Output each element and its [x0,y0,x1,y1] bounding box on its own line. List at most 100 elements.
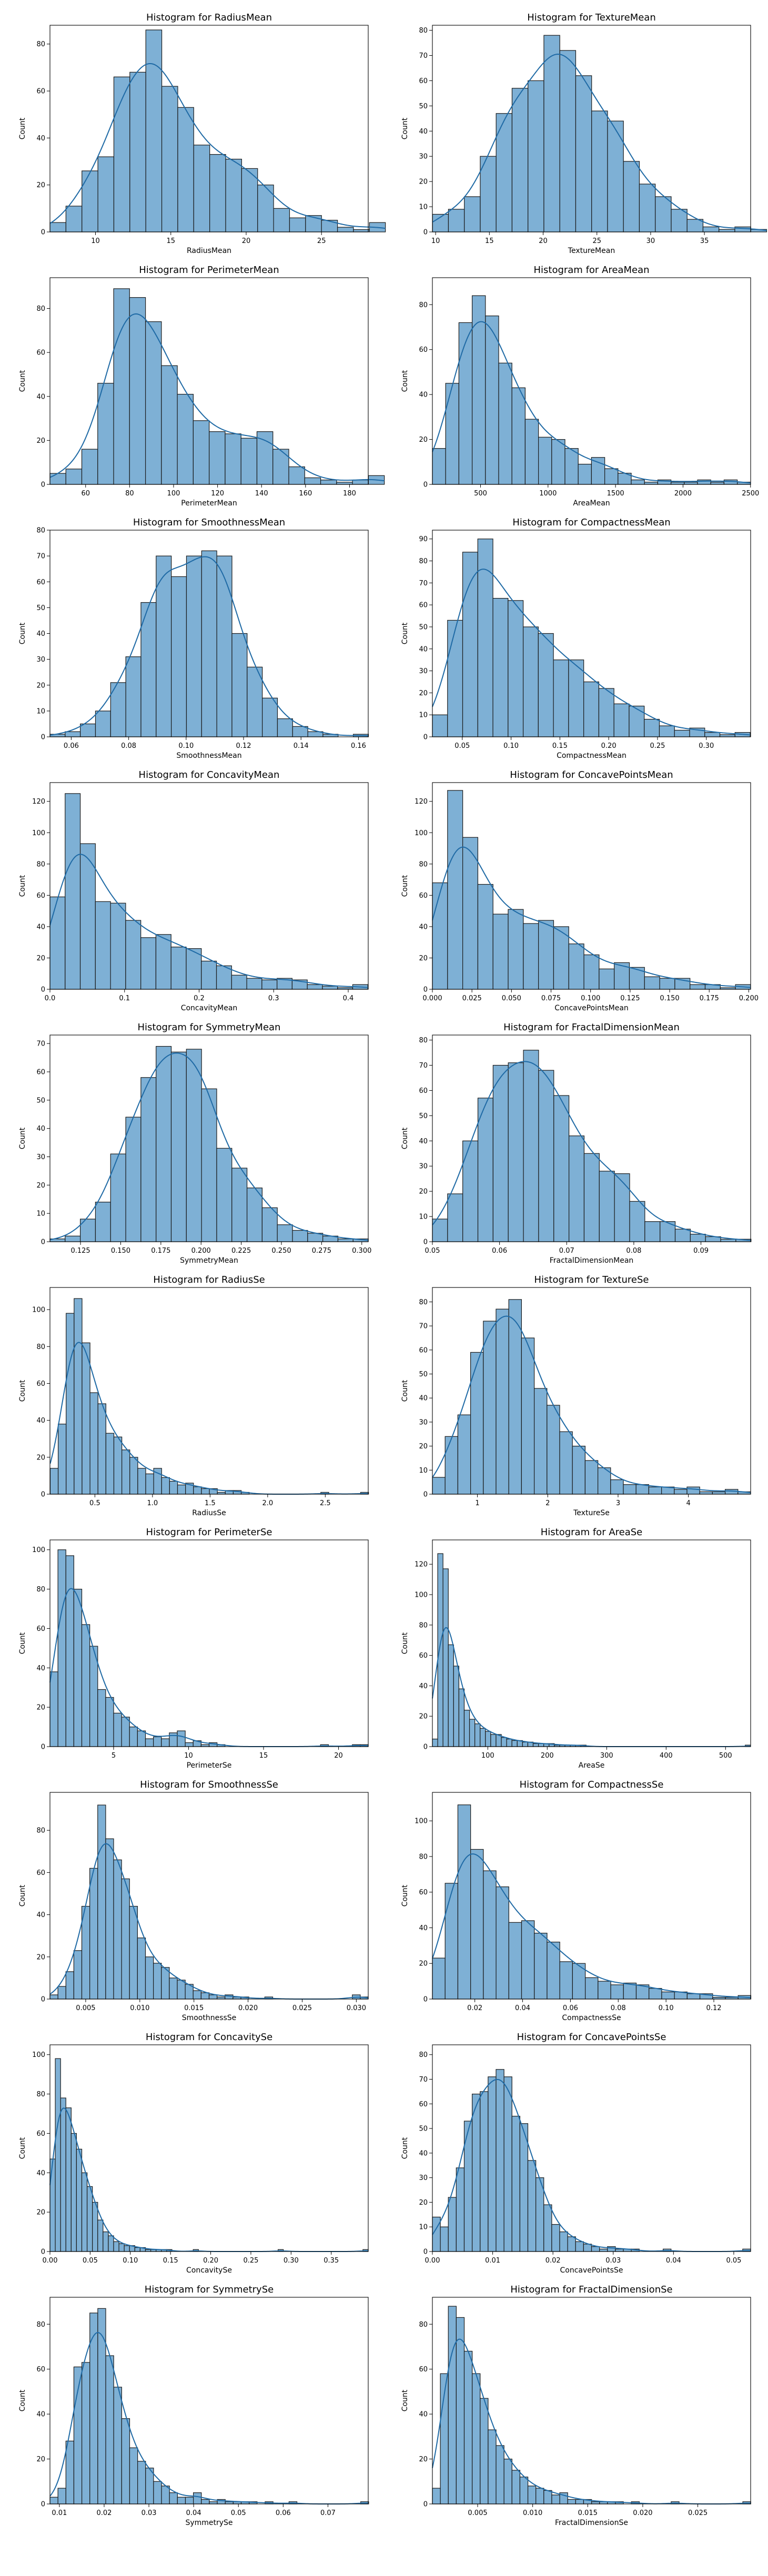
y-axis-label: Count [18,622,27,644]
plot-frame [49,1287,369,1495]
histogram-bar [559,1431,573,1495]
y-tick-label: 40 [36,393,45,401]
histogram-bar [522,1741,529,1747]
chart-title: Histogram for ConcavePointsMean [510,769,673,780]
x-tick-label: 5 [112,1752,116,1760]
histogram-bar [538,437,552,485]
histogram-bar [610,1479,624,1495]
histogram-bar [337,227,354,232]
x-tick-label: 0.10 [123,2257,138,2265]
x-tick-label: 0.30 [699,742,714,750]
chart-panel-4: 500 1000 1500 2000 2500 0 20 40 60 80 Histogram fo… [401,265,759,508]
histogram-bar [547,1405,560,1495]
y-axis-label: Count [401,1127,409,1149]
y-tick-label: 80 [36,1343,45,1351]
x-tick-label: 0.02 [545,2257,561,2265]
x-tick-label: 500 [474,490,487,498]
histogram-bar [261,979,278,990]
chart-title: Histogram for RadiusMean [146,12,272,23]
histogram-bar [353,229,370,232]
chart-title: Histogram for AreaSe [541,1527,643,1538]
histogram-bar [458,322,473,485]
histogram-bar [477,539,493,737]
x-tick-label: 0.25 [650,742,665,750]
y-tick-label: 40 [36,1665,45,1672]
histogram-bar [511,2116,520,2252]
chart-panel-5: 0.06 0.08 0.10 0.12 0.14 0.16 0 10 20 30 40 50 60 70 8… [18,517,369,760]
y-tick-label: 20 [36,1953,45,1961]
histogram-bar [690,1234,706,1242]
histogram-bar [124,2245,130,2252]
y-tick-label: 60 [36,2130,45,2138]
histogram-bar [186,948,202,990]
histogram-bar [575,75,592,232]
histogram-bar [57,1424,67,1495]
plot-frame [49,1539,369,1747]
x-axis-label: SymmetryMean [180,1256,238,1265]
y-tick-label: 90 [419,535,428,543]
y-tick-label: 20 [419,1713,428,1721]
histogram-bar [305,215,322,232]
x-tick-label: 0.01 [485,2257,500,2265]
y-tick-label: 80 [419,1299,428,1306]
y-axis-label: Count [401,2137,409,2159]
histogram-bar [559,50,577,232]
histogram-bar [97,156,115,232]
histogram-bar [105,1697,114,1747]
histogram-bar [523,1050,539,1242]
chart-title: Histogram for ConcavitySe [146,2032,272,2043]
chart-title: Histogram for FractalDimensionMean [503,1022,680,1033]
histogram-bar [65,731,81,737]
x-tick-label: 0.06 [492,1247,507,1255]
histogram-bar [699,1491,713,1495]
histogram-bar [448,1644,454,1747]
histogram-bar [231,633,248,737]
histogram-bar [246,978,262,990]
histogram-bar [171,576,187,737]
chart-panel-8: 0.000 0.025 0.050 0.075 0.100 0.125 0.150 0.175… [401,769,759,1012]
histogram-bar [97,1804,106,2000]
histogram-bar [432,2488,441,2504]
y-tick-label: 40 [419,1682,428,1690]
y-tick-label: 40 [419,2149,428,2157]
histogram-bar [671,482,685,485]
plot-frame [432,782,751,990]
y-tick-label: 80 [36,1827,45,1835]
x-tick-label: 0.02 [467,2004,482,2012]
histogram-bar [66,1313,75,1495]
histogram-bar [503,2076,512,2252]
histogram-bar [524,419,539,485]
histogram-bar [447,790,463,990]
y-tick-label: 0 [41,2248,45,2256]
x-axis-label: ConcavePointsSe [560,2266,623,2275]
x-tick-label: 15 [166,237,175,245]
histogram-bar [225,158,242,232]
histogram-bar [553,926,569,990]
histogram-bar [65,1555,74,1747]
y-axis-label: Count [18,370,27,392]
histogram-bar [432,1477,446,1495]
y-tick-label: 20 [419,2456,428,2463]
histogram-bar [169,1732,178,1747]
histogram-bar [492,914,509,990]
histogram-bar [472,295,486,485]
histogram-bar [506,1738,512,1747]
histogram-bar [129,1457,138,1495]
x-tick-label: 300 [600,1752,613,1760]
y-tick-label: 0 [41,1743,45,1751]
histogram-bar [216,1148,233,1242]
y-tick-label: 60 [419,346,428,354]
y-tick-label: 10 [36,1210,45,1218]
y-tick-label: 60 [36,349,45,357]
x-tick-label: 2.5 [320,1499,331,1507]
x-axis-label: CompactnessMean [557,752,626,760]
y-tick-label: 10 [419,204,428,211]
x-tick-label: 100 [481,1752,494,1760]
x-tick-label: 0.05 [83,2257,98,2265]
y-tick-label: 80 [419,860,428,868]
histogram-bar [113,288,130,485]
x-axis-label: AreaSe [579,1761,605,1770]
y-tick-label: 30 [419,2174,428,2182]
